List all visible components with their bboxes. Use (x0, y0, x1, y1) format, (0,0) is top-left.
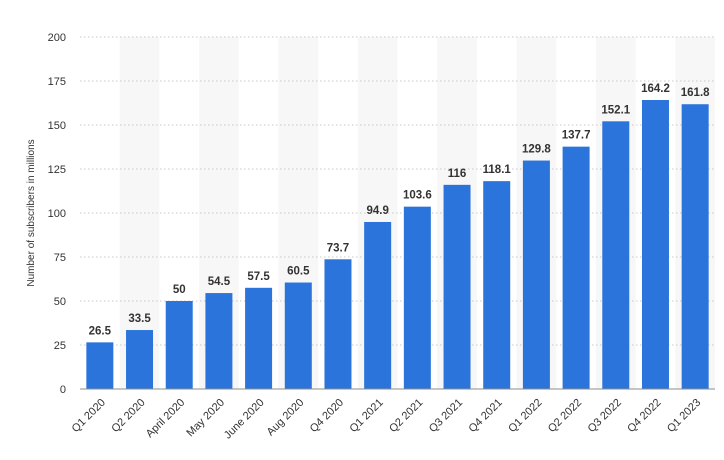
bar (602, 121, 630, 389)
bar (562, 146, 590, 389)
x-tick-label: Q2 2021 (387, 397, 425, 435)
data-label: 152.1 (601, 104, 630, 116)
bar (483, 181, 511, 389)
data-label: 73.7 (327, 242, 349, 254)
data-labels: 26.5 33.5 50 54.5 57.5 60.5 73.7 94.9 103.6 116 11… (89, 83, 710, 337)
data-label: 161.8 (681, 87, 710, 99)
y-tick-label: 50 (54, 296, 66, 308)
x-tick-label: Q2 2020 (109, 397, 147, 435)
bar (641, 100, 669, 390)
bar (86, 342, 114, 389)
bar (245, 287, 273, 389)
y-tick-label: 150 (48, 120, 66, 132)
y-tick-label: 200 (48, 32, 66, 44)
x-tick-label: Q3 2021 (427, 397, 465, 435)
x-tick-label: June 2020 (222, 397, 267, 442)
y-tick-label: 0 (60, 384, 66, 396)
x-tick-label: Q4 2020 (308, 397, 346, 435)
data-label: 50 (173, 284, 186, 296)
bar (324, 259, 352, 389)
y-tick-label: 75 (54, 252, 66, 264)
bar (522, 160, 550, 389)
bar (126, 330, 154, 389)
x-tick-label: Q1 2023 (665, 397, 703, 435)
y-tick-label: 100 (48, 208, 66, 220)
data-label: 33.5 (128, 313, 151, 325)
data-label: 129.8 (522, 144, 551, 156)
y-axis-ticks: 0 25 50 75 100 125 150 175 200 (48, 32, 66, 396)
data-label: 54.5 (208, 276, 231, 288)
data-label: 103.6 (403, 190, 432, 202)
y-tick-label: 175 (48, 76, 66, 88)
bar (681, 104, 709, 390)
y-tick-label: 125 (48, 164, 66, 176)
bar (205, 293, 233, 389)
x-tick-label: Q1 2021 (347, 397, 385, 435)
data-label: 60.5 (287, 266, 310, 278)
x-tick-label: April 2020 (144, 397, 188, 441)
y-axis-title: Number of subscribers in millions (26, 139, 37, 286)
x-tick-label: Q4 2022 (625, 397, 663, 435)
x-tick-label: Q2 2022 (546, 397, 584, 435)
bar (284, 282, 312, 389)
x-tick-label: Q3 2022 (586, 397, 624, 435)
data-label: 118.1 (483, 164, 512, 176)
data-label: 164.2 (641, 83, 670, 95)
data-label: 26.5 (89, 325, 112, 337)
bar (443, 184, 471, 389)
data-label: 116 (448, 168, 467, 180)
x-tick-label: Q1 2020 (70, 397, 108, 435)
data-label: 94.9 (366, 205, 388, 217)
x-tick-label: Q1 2022 (506, 397, 544, 435)
bar (403, 206, 431, 389)
data-label: 57.5 (247, 271, 270, 283)
y-tick-label: 25 (54, 340, 66, 352)
data-label: 137.7 (562, 130, 591, 142)
x-tick-label: Aug 2020 (265, 397, 307, 439)
bar (165, 301, 193, 389)
x-tick-label: Q4 2021 (467, 397, 505, 435)
bar (364, 221, 392, 389)
bars (86, 100, 709, 390)
